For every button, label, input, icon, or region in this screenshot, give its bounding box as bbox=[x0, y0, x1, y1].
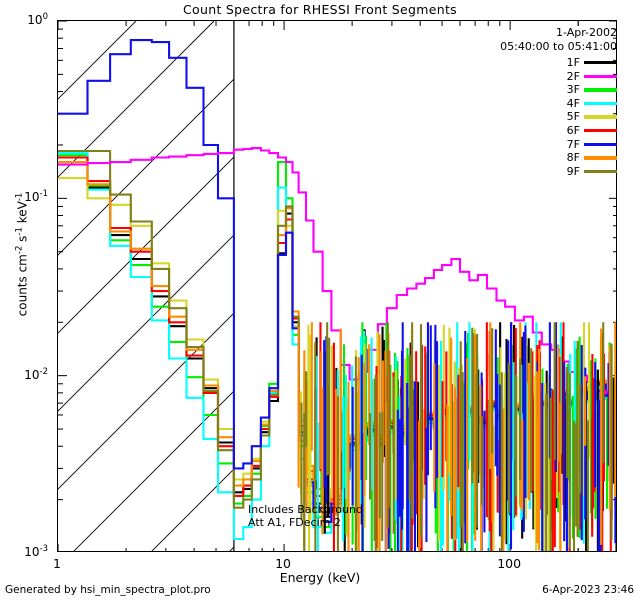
plot-annotation: Includes Background Att A1, FDecim 2 bbox=[248, 503, 363, 529]
y-tick-exponent: -3 bbox=[39, 544, 48, 554]
y-tick-base: 10 bbox=[24, 545, 40, 559]
legend-color-swatch bbox=[584, 115, 617, 119]
y-axis-tick-label: 100 bbox=[0, 12, 48, 27]
legend-item-4f: 4F bbox=[567, 97, 617, 111]
axis-ticks bbox=[58, 21, 616, 551]
x-axis-tick-label: 1 bbox=[53, 556, 61, 571]
y-tick-base: 10 bbox=[24, 190, 40, 205]
y-axis-tick-label: 10-3 bbox=[0, 544, 48, 559]
legend-color-swatch bbox=[584, 88, 617, 92]
legend-label: 3F bbox=[566, 83, 580, 97]
legend-color-swatch bbox=[584, 74, 617, 79]
y-tick-base: 10 bbox=[27, 13, 43, 27]
legend-item-2f: 2F bbox=[567, 70, 617, 84]
legend-label: 6F bbox=[566, 123, 580, 137]
y-axis-tick-label: 10-2 bbox=[0, 367, 48, 382]
annotation-line-2: Att A1, FDecim 2 bbox=[248, 515, 341, 529]
legend-item-3f: 3F bbox=[567, 83, 617, 97]
legend-item-9f: 9F bbox=[567, 165, 617, 179]
y-tick-base: 10 bbox=[24, 367, 40, 382]
y-tick-exponent: -1 bbox=[39, 189, 48, 200]
legend-label: 5F bbox=[566, 110, 580, 124]
legend-color-swatch bbox=[584, 169, 617, 174]
legend-color-swatch bbox=[584, 129, 617, 133]
stamp-date: 1-Apr-2002 bbox=[555, 26, 617, 39]
legend-item-7f: 7F bbox=[567, 138, 617, 152]
legend-item-1f: 1F bbox=[567, 56, 617, 70]
stamp-interval: 05:40:00 to 05:41:00 bbox=[500, 39, 617, 53]
y-axis-tick-label: 10-1 bbox=[0, 189, 48, 204]
legend-label: 9F bbox=[566, 164, 580, 178]
legend-item-5f: 5F bbox=[567, 110, 617, 124]
legend-item-6f: 6F bbox=[567, 124, 617, 138]
legend-color-swatch bbox=[584, 61, 617, 65]
x-axis-label: Energy (keV) bbox=[279, 570, 361, 585]
plot-canvas bbox=[58, 21, 616, 551]
plot-area bbox=[57, 20, 617, 552]
legend-item-8f: 8F bbox=[567, 151, 617, 165]
y-axis-label: counts cm-2 s-1 keV-1 bbox=[14, 192, 30, 317]
x-axis-tick-label: 10 bbox=[275, 556, 292, 571]
observation-stamp: 1-Apr-2002 05:40:00 to 05:41:00 bbox=[500, 26, 617, 53]
legend-label: 2F bbox=[566, 69, 580, 83]
x-axis-tick-label: 100 bbox=[497, 556, 522, 571]
series-noise-spikes bbox=[297, 322, 616, 551]
series-line-2f bbox=[58, 147, 616, 399]
y-tick-exponent: -2 bbox=[39, 366, 48, 377]
legend-color-swatch bbox=[584, 142, 617, 147]
y-tick-exponent: 0 bbox=[42, 12, 48, 22]
legend-label: 1F bbox=[566, 56, 580, 69]
legend-label: 7F bbox=[566, 137, 580, 151]
legend-color-swatch bbox=[584, 156, 617, 160]
legend: 1F 2F 3F 4F 5F 6F 7F 8F 9F bbox=[567, 56, 617, 178]
footer-generator: Generated by hsi_min_spectra_plot.pro bbox=[5, 584, 211, 596]
page-title: Count Spectra for RHESSI Front Segments bbox=[183, 2, 457, 17]
legend-label: 8F bbox=[566, 151, 580, 165]
annotation-line-1: Includes Background bbox=[248, 503, 363, 516]
footer-timestamp: 6-Apr-2023 23:46 bbox=[542, 584, 634, 596]
legend-label: 4F bbox=[566, 96, 580, 110]
legend-color-swatch bbox=[584, 101, 617, 106]
